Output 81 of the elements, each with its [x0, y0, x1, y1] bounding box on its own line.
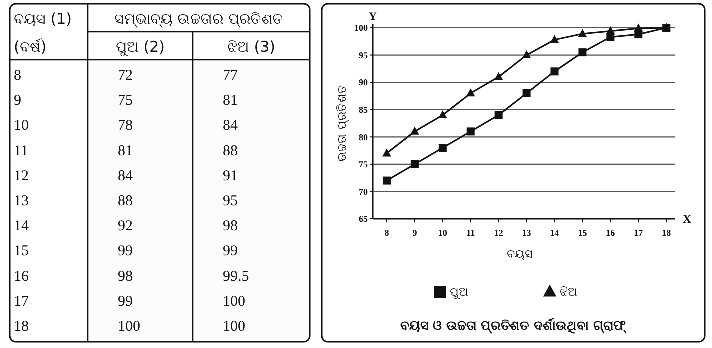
data-label: 84 — [118, 168, 134, 184]
x-tick-label: 18 — [662, 228, 672, 238]
point — [382, 148, 392, 157]
x-tick-label: ଝିଅ (3) — [227, 38, 276, 56]
data-label: 98 — [223, 218, 238, 235]
point — [382, 176, 391, 185]
y-tick-label: 13 — [14, 194, 29, 210]
data-label: 88 — [223, 143, 238, 160]
text: ସମ୍ଭାବ୍ୟ ଉଚ୍ଚତାର ପ୍ରତିଶତ — [114, 10, 284, 28]
y-axis-title: ଉଚ୍ଚତା ପ୍ରତିଶତ — [335, 85, 349, 162]
data-label: 72 — [118, 68, 133, 84]
data-label: 100 — [223, 294, 246, 310]
y-tick-label: 17 — [14, 294, 30, 310]
data-label: 99 — [223, 244, 238, 260]
point — [550, 68, 559, 76]
point — [550, 35, 560, 44]
data-label: 95 — [223, 194, 238, 210]
data-label: 100 — [118, 319, 140, 335]
text: ବୟସ ଓ ଉଚ୍ଚତା ପ୍ରତିଶତ ଦର୍ଶାଉଥିବା ଗ୍ରାଫ୍ — [400, 317, 628, 335]
y-tick-label: 85 — [359, 105, 368, 116]
data-label: 81 — [118, 143, 133, 160]
point — [578, 48, 587, 57]
x-tick-label: 16 — [606, 228, 616, 238]
data-label: 92 — [118, 218, 133, 235]
x-axis-title: ବୟସ — [507, 247, 533, 261]
data-label: 99.5 — [223, 268, 250, 285]
y-tick-label: 12 — [14, 168, 29, 184]
y-tick-label: 18 — [14, 319, 29, 335]
y-tick-label: 9 — [14, 93, 22, 110]
x-tick-label: 9 — [412, 228, 418, 238]
point — [578, 29, 588, 38]
y-tick-label: 10 — [14, 118, 29, 134]
y-tick-label: 11 — [14, 143, 28, 160]
data-label: 78 — [118, 118, 133, 134]
y-tick-label: 65 — [359, 214, 368, 224]
data-label: 77 — [223, 68, 238, 84]
text: ବୟସ (1) — [14, 10, 72, 28]
point — [494, 72, 504, 80]
data-label: 100 — [223, 319, 246, 335]
point — [438, 144, 447, 152]
x-tick-label: 13 — [522, 228, 532, 238]
point — [522, 50, 532, 58]
point — [438, 110, 448, 119]
point — [522, 89, 531, 98]
text: Y — [369, 11, 377, 23]
point — [466, 88, 476, 97]
y-tick-label: 100 — [354, 23, 368, 34]
point — [606, 33, 615, 42]
x-tick-label: 17 — [634, 228, 644, 238]
text: (ବର୍ଷ) — [14, 38, 47, 56]
text: X — [683, 212, 692, 226]
y-tick-label: 90 — [359, 78, 368, 88]
x-tick-label: 8 — [384, 228, 390, 238]
y-tick-label: 95 — [359, 50, 368, 60]
x-tick-label: 12 — [494, 228, 504, 238]
data-label: 99 — [118, 294, 133, 310]
y-tick-label: 75 — [359, 160, 368, 170]
x-tick-label: 10 — [438, 228, 448, 238]
x-tick-label: 11 — [466, 228, 476, 238]
y-tick-label: 15 — [14, 244, 29, 260]
point — [634, 30, 643, 39]
point — [494, 111, 503, 120]
legend-label: ଝିଅ — [560, 285, 578, 300]
x-tick-label: ପୁଅ (2) — [116, 38, 166, 56]
y-tick-label: 70 — [359, 186, 368, 197]
data-label: 99 — [118, 244, 133, 260]
y-tick-label: 80 — [359, 132, 368, 142]
point — [410, 160, 419, 168]
data-label: 88 — [118, 194, 133, 210]
point — [410, 126, 420, 135]
data-label: 81 — [223, 93, 238, 110]
data-label: 84 — [223, 118, 238, 134]
data-label: 98 — [118, 268, 133, 285]
legend-label: ପୁଅ — [450, 285, 469, 300]
y-tick-label: 16 — [14, 268, 30, 285]
x-tick-label: 15 — [578, 228, 588, 238]
y-tick-label: 8 — [14, 68, 22, 84]
x-tick-label: 14 — [550, 228, 560, 238]
data-label: 91 — [223, 168, 238, 184]
data-label: 75 — [118, 93, 133, 110]
point — [466, 128, 475, 136]
